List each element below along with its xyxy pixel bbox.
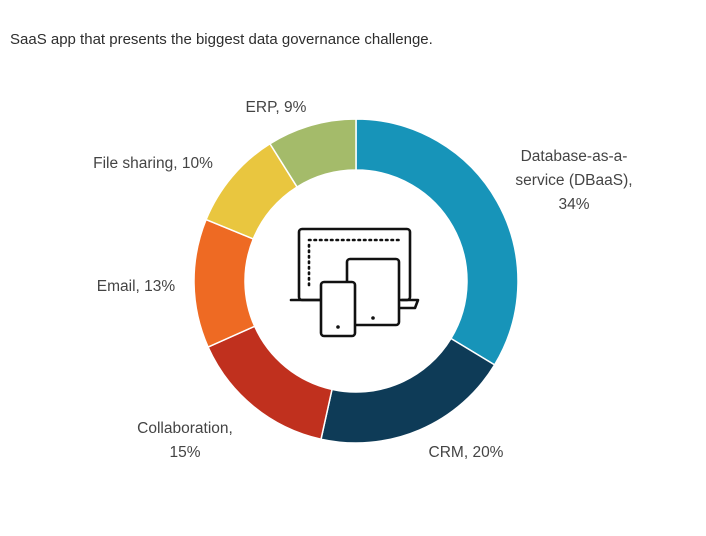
slice-labels: Database-as-a-service (DBaaS), 34% CRM, 20… [93,99,632,461]
devices-icon [289,227,420,338]
slice-email [193,218,256,349]
slice-label: CRM, 20% [429,444,504,461]
phone-button-icon [336,325,340,329]
slice-crm [320,337,496,444]
tablet-button-icon [371,316,375,320]
chart-title: SaaS app that presents the biggest data … [10,31,433,48]
slice-label: File sharing, 10% [93,155,213,172]
slice-label: Collaboration, 15% [137,420,233,461]
slice-erp [268,118,357,188]
slice-label: Database-as-a-service (DBaaS), 34% [515,148,632,213]
donut-slices [193,118,519,444]
slice-label: ERP, 9% [246,99,307,116]
slice-label: Email, 13% [97,278,176,295]
slice-database-as-a-service-dbaas [355,118,519,366]
